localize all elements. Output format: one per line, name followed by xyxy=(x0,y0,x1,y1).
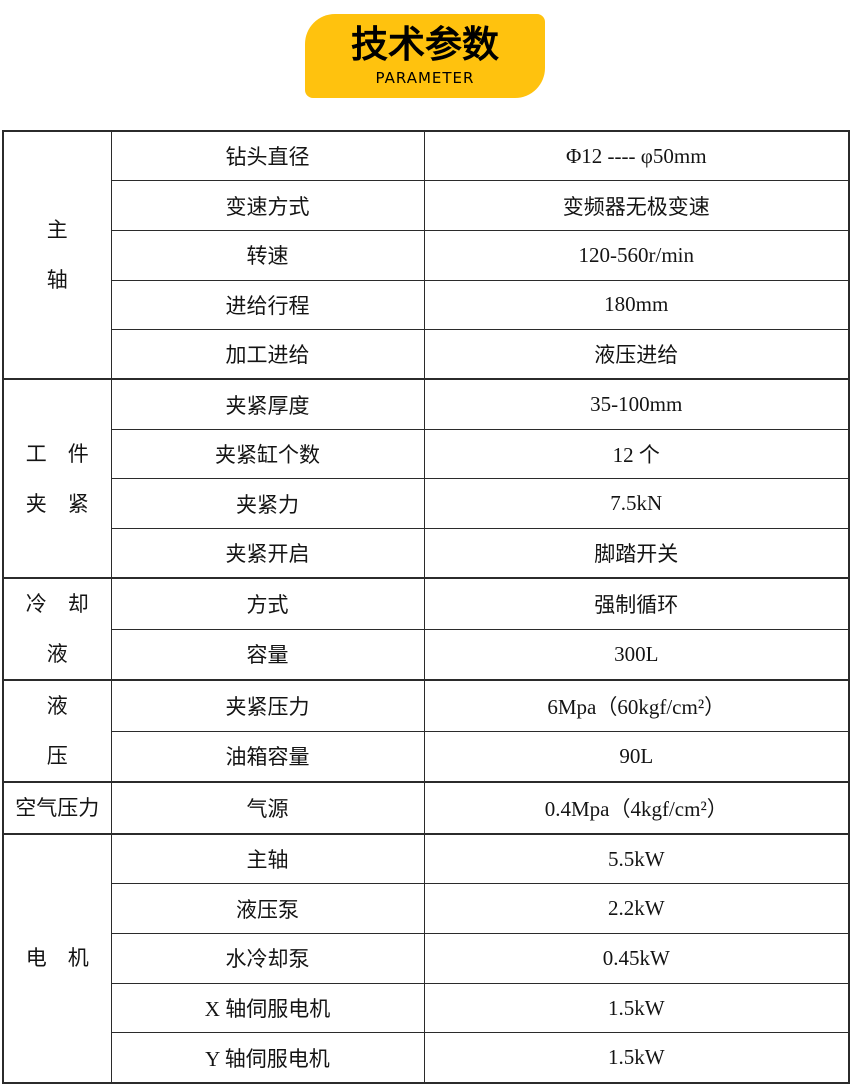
table-row: 主轴 钻头直径 Φ12 ---- φ50mm xyxy=(2,129,850,380)
param-name-cell: 主轴 xyxy=(110,833,425,885)
param-name-cell: 夹紧开启 xyxy=(110,528,425,579)
param-value-cell: 2.2kW xyxy=(423,883,850,935)
group-label-cell: 电 机 xyxy=(2,833,112,1084)
group-label-cell: 空气压力 xyxy=(2,781,112,835)
param-value-cell: 6Mpa（60kgf/cm²） xyxy=(423,679,850,732)
param-name-cell: 气源 xyxy=(110,781,425,835)
param-value-cell: 300L xyxy=(423,628,850,681)
table-row: 变速方式 变频器无极变速 xyxy=(3,180,850,231)
param-name-cell: 液压泵 xyxy=(110,883,425,935)
table-row: 工 件夹 紧 夹紧厚度 35-100mm xyxy=(2,378,850,579)
table-row: 容量 300L xyxy=(3,628,850,681)
group-label-cell: 工 件夹 紧 xyxy=(2,378,112,579)
table-row: 夹紧开启 脚踏开关 xyxy=(3,528,850,579)
param-name-cell: 夹紧压力 xyxy=(110,679,425,732)
parameter-badge: 技术参数 PARAMETER xyxy=(305,14,545,98)
param-value-cell: 120-560r/min xyxy=(423,229,850,281)
table-row: Y 轴伺服电机 1.5kW xyxy=(3,1032,850,1084)
param-value-cell: 0.4Mpa（4kgf/cm²） xyxy=(423,781,850,835)
param-name-cell: Y 轴伺服电机 xyxy=(110,1032,425,1084)
table-row: 夹紧缸个数 12 个 xyxy=(3,428,850,480)
page-subtitle: PARAMETER xyxy=(375,68,475,87)
table-row: 冷 却液 方式 强制循环 xyxy=(2,577,850,681)
param-value-cell: 5.5kW xyxy=(423,833,850,885)
param-name-cell: 转速 xyxy=(110,229,425,281)
table-row: 夹紧力 7.5kN xyxy=(3,478,850,529)
param-value-cell: 180mm xyxy=(423,279,850,331)
param-name-cell: 夹紧缸个数 xyxy=(110,428,425,480)
param-value-cell: 7.5kN xyxy=(423,478,850,529)
param-value-cell: 12 个 xyxy=(423,428,850,480)
param-value-cell: 1.5kW xyxy=(423,982,850,1034)
param-value-cell: Φ12 ---- φ50mm xyxy=(423,130,850,182)
param-value-cell: 变频器无极变速 xyxy=(423,180,850,231)
param-name-cell: 夹紧厚度 xyxy=(110,378,425,430)
param-name-cell: 变速方式 xyxy=(110,180,425,231)
table-row: 液压 夹紧压力 6Mpa（60kgf/cm²） xyxy=(2,679,850,783)
spec-table: 主轴 钻头直径 Φ12 ---- φ50mm 变速方式 变频器无极变速 转速 1… xyxy=(2,129,850,1084)
param-name-cell: X 轴伺服电机 xyxy=(110,982,425,1034)
param-value-cell: 脚踏开关 xyxy=(423,528,850,579)
table-row: 空气压力 气源 0.4Mpa（4kgf/cm²） xyxy=(2,781,850,835)
param-value-cell: 强制循环 xyxy=(423,577,850,630)
param-name-cell: 方式 xyxy=(110,577,425,630)
param-name-cell: 夹紧力 xyxy=(110,478,425,529)
param-name-cell: 容量 xyxy=(110,628,425,681)
param-name-cell: 水冷却泵 xyxy=(110,933,425,984)
param-value-cell: 90L xyxy=(423,730,850,783)
page-title: 技术参数 xyxy=(351,23,499,67)
page: 技术参数 PARAMETER 主轴 钻头直径 Φ12 ---- φ50mm 变速… xyxy=(0,14,850,1091)
param-value-cell: 35-100mm xyxy=(423,378,850,430)
param-value-cell: 液压进给 xyxy=(423,329,850,380)
table-row: X 轴伺服电机 1.5kW xyxy=(3,982,850,1034)
table-row: 液压泵 2.2kW xyxy=(3,883,850,935)
group-label-cell: 冷 却液 xyxy=(2,577,112,681)
table-row: 进给行程 180mm xyxy=(3,279,850,331)
param-name-cell: 进给行程 xyxy=(110,279,425,331)
param-name-cell: 加工进给 xyxy=(110,329,425,380)
group-label-cell: 主轴 xyxy=(2,129,112,380)
param-name-cell: 钻头直径 xyxy=(110,130,425,182)
table-row: 加工进给 液压进给 xyxy=(3,329,850,380)
group-label-cell: 液压 xyxy=(2,679,112,783)
param-value-cell: 1.5kW xyxy=(423,1032,850,1084)
table-row: 转速 120-560r/min xyxy=(3,229,850,281)
param-value-cell: 0.45kW xyxy=(423,933,850,984)
param-name-cell: 油箱容量 xyxy=(110,730,425,783)
table-row: 电 机 主轴 5.5kW xyxy=(2,833,850,1084)
table-row: 水冷却泵 0.45kW xyxy=(3,933,850,984)
table-row: 油箱容量 90L xyxy=(3,730,850,783)
